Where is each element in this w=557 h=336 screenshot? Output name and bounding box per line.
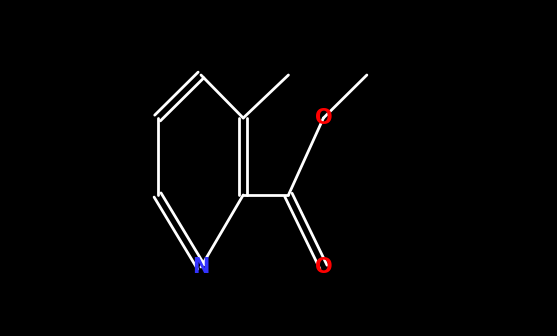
Text: N: N xyxy=(192,257,209,277)
Text: O: O xyxy=(315,257,333,277)
Text: O: O xyxy=(315,108,333,128)
